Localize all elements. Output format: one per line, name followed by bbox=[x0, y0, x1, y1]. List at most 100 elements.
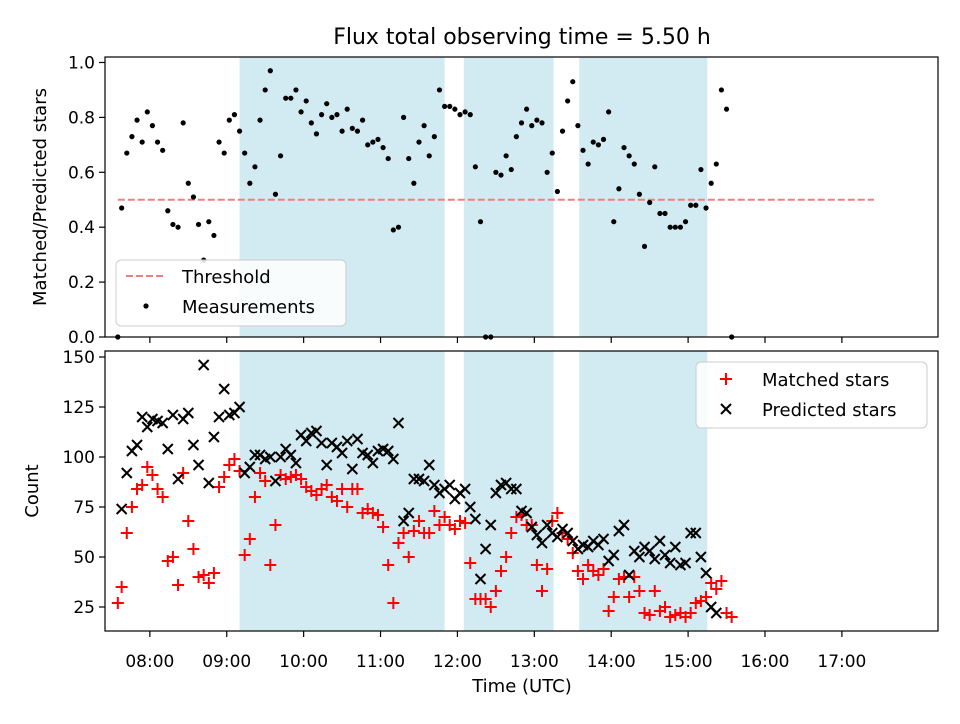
measurement-point bbox=[318, 112, 325, 118]
measurement-point bbox=[718, 87, 725, 93]
predicted-star-point bbox=[192, 459, 205, 471]
matched-star-point bbox=[397, 527, 410, 539]
shaded-band bbox=[579, 57, 708, 337]
matched-star-point bbox=[243, 533, 256, 545]
predicted-star-point bbox=[203, 477, 215, 489]
matched-star-point bbox=[623, 591, 636, 603]
measurement-point bbox=[226, 117, 232, 123]
matched-star-point bbox=[330, 495, 343, 507]
legend-measurement-swatch bbox=[143, 303, 149, 309]
top-plot-frame bbox=[104, 56, 939, 338]
measurement-point bbox=[534, 117, 540, 123]
matched-star-point bbox=[295, 473, 308, 485]
matched-star-point bbox=[710, 583, 723, 595]
measurement-point bbox=[160, 147, 166, 153]
predicted-star-point bbox=[320, 459, 333, 471]
matched-star-point bbox=[433, 519, 446, 531]
bottom-legend: Matched stars Predicted stars bbox=[695, 361, 928, 429]
predicted-star-point bbox=[531, 529, 543, 541]
x-axis-label: Time (UTC) bbox=[471, 676, 572, 697]
measurement-point bbox=[272, 191, 279, 197]
measurement-point bbox=[693, 202, 699, 208]
measurement-point bbox=[436, 87, 443, 93]
matched-star-point bbox=[115, 581, 128, 593]
matched-star-point bbox=[725, 611, 738, 623]
matched-star-point bbox=[407, 525, 420, 537]
predicted-star-point bbox=[485, 519, 497, 531]
x-tick-label: 17:00 bbox=[817, 652, 866, 672]
bottom-x-ticks: 08:00 09:00 10:00 11:00 12:00 13:00 14:00 15:00… bbox=[125, 631, 866, 672]
measurement-point bbox=[626, 153, 632, 159]
measurement-points bbox=[115, 68, 735, 340]
matched-star-point bbox=[633, 585, 646, 597]
predicted-star-point bbox=[618, 519, 630, 531]
predicted-star-point bbox=[654, 535, 666, 547]
legend-matched-label: Matched stars bbox=[762, 370, 889, 391]
shaded-band bbox=[463, 57, 554, 337]
legend-predicted-label: Predicted stars bbox=[762, 400, 896, 421]
measurement-point bbox=[652, 164, 658, 170]
matched-star-point bbox=[269, 519, 282, 531]
predicted-star-point bbox=[136, 411, 148, 423]
predicted-star-point bbox=[264, 451, 277, 463]
predicted-star-point bbox=[469, 513, 482, 525]
measurement-point bbox=[442, 103, 448, 110]
predicted-star-point bbox=[218, 383, 230, 395]
measurement-point bbox=[600, 136, 607, 142]
matched-star-point bbox=[125, 501, 138, 513]
measurement-point bbox=[672, 224, 678, 230]
predicted-star-point bbox=[608, 549, 620, 561]
measurement-point bbox=[426, 153, 432, 159]
top-legend-box bbox=[115, 259, 347, 327]
predicted-star-point bbox=[310, 425, 323, 437]
predicted-star-point bbox=[300, 435, 312, 447]
measurement-point bbox=[524, 106, 530, 112]
matched-star-point bbox=[151, 483, 164, 495]
matched-star-point bbox=[336, 483, 349, 495]
measurement-point bbox=[595, 142, 601, 148]
matched-star-point bbox=[146, 469, 159, 481]
measurement-point bbox=[303, 98, 309, 104]
measurement-point bbox=[242, 150, 248, 156]
predicted-star-point bbox=[428, 479, 441, 491]
predicted-star-point bbox=[341, 435, 353, 447]
predicted-star-point bbox=[197, 359, 210, 371]
matched-star-point bbox=[659, 601, 672, 613]
matched-star-point bbox=[438, 511, 451, 523]
predicted-star-point bbox=[162, 443, 174, 455]
y-tick-label: 125 bbox=[63, 398, 95, 418]
top-y-ticks: 0.0 0.2 0.4 0.6 0.8 1.0 bbox=[68, 53, 105, 348]
predicted-star-point bbox=[141, 421, 153, 433]
matched-star-point bbox=[382, 559, 395, 571]
matched-star-point bbox=[192, 571, 205, 583]
measurement-point bbox=[554, 188, 560, 195]
predicted-star-point bbox=[520, 507, 533, 519]
predicted-star-point bbox=[690, 527, 702, 539]
measurement-point bbox=[406, 155, 412, 162]
measurement-point bbox=[231, 112, 238, 118]
y-tick-label: 100 bbox=[63, 448, 95, 468]
matched-star-point bbox=[366, 507, 379, 519]
matched-star-point bbox=[464, 557, 477, 569]
predicted-star-point bbox=[649, 553, 661, 565]
predicted-star-point bbox=[408, 473, 420, 485]
measurement-point bbox=[477, 219, 484, 225]
measurement-point bbox=[447, 103, 453, 110]
measurement-point bbox=[508, 166, 514, 173]
predicted-star-point bbox=[249, 449, 261, 461]
measurement-point bbox=[529, 123, 535, 129]
predicted-star-point bbox=[397, 515, 410, 527]
matched-star-point bbox=[177, 467, 190, 479]
chart-title: Flux total observing time = 5.50 h bbox=[333, 25, 711, 50]
predicted-star-point bbox=[474, 573, 487, 585]
matched-star-point bbox=[448, 523, 461, 535]
y-tick-label: 0.2 bbox=[68, 273, 95, 293]
measurement-point bbox=[375, 136, 381, 142]
measurement-point bbox=[421, 123, 427, 129]
measurement-point bbox=[349, 125, 355, 131]
matched-star-point bbox=[541, 563, 554, 575]
x-tick-label: 09:00 bbox=[202, 652, 251, 672]
measurement-point bbox=[518, 120, 525, 126]
predicted-star-point bbox=[131, 439, 143, 451]
measurement-point bbox=[549, 150, 555, 156]
